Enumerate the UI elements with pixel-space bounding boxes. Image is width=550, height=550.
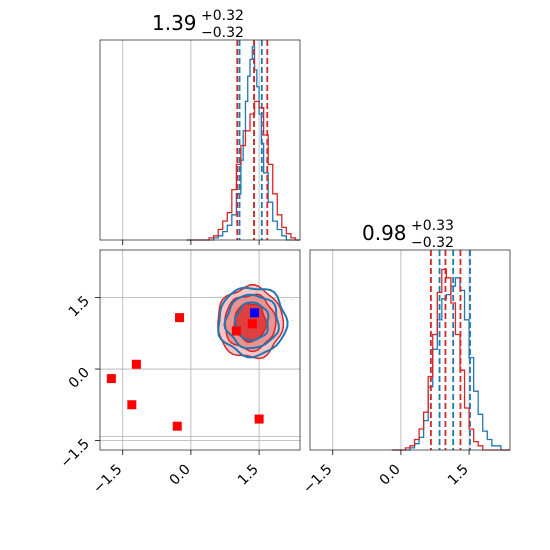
- title-param1-sup: +0.32: [201, 8, 244, 24]
- title-param1-sub: −0.32: [201, 25, 244, 41]
- title-param1: 1.39 +0.32 −0.32: [152, 8, 244, 41]
- panel-joint: −1.5 0.0 1.5 −1.5 0.0 1.5: [57, 249, 301, 497]
- panel-frame: [99, 249, 301, 451]
- y-tick-label: 1.5: [66, 293, 93, 320]
- histogram-series-1: [186, 46, 300, 241]
- red-marker: [175, 313, 185, 323]
- red-marker: [127, 400, 137, 410]
- red-marker: [231, 326, 241, 336]
- contour-blue-level-3: [233, 301, 270, 342]
- x-tick-label: −1.5: [90, 462, 125, 497]
- title-param2-sup: +0.33: [411, 218, 454, 234]
- histogram-series-2: [186, 100, 300, 241]
- x-tick-label: 1.5: [235, 462, 262, 489]
- contour-blue-level-2: [223, 293, 280, 350]
- sample-dot: [291, 319, 293, 322]
- y-tick-label: −1.5: [57, 436, 92, 471]
- title-param1-value: 1.39: [152, 11, 197, 35]
- panel-hist-param2: −1.5 0.0 1.5: [300, 249, 511, 497]
- y-tick-label: 0.0: [66, 365, 93, 392]
- true-value-marker: [250, 308, 260, 318]
- x-tick-label: 0.0: [377, 462, 404, 489]
- histogram-series-2: [391, 268, 510, 451]
- sample-dot: [291, 298, 293, 301]
- panel-frame: [99, 39, 301, 241]
- x-tick-label: 1.5: [445, 462, 472, 489]
- sample-dot: [284, 299, 286, 302]
- x-tick-label: −1.5: [300, 462, 335, 497]
- title-param2-value: 0.98: [362, 221, 407, 245]
- red-marker: [172, 421, 182, 431]
- title-param2: 0.98 +0.33 −0.32: [362, 218, 454, 251]
- contour-blue-level-1: [217, 286, 289, 359]
- x-tick-label: 0.0: [167, 462, 194, 489]
- title-param2-sub: −0.32: [411, 235, 454, 251]
- panel-frame: [309, 249, 511, 451]
- red-marker: [254, 414, 264, 424]
- red-marker: [247, 319, 257, 329]
- red-marker: [106, 374, 116, 384]
- panel-hist-param1: [99, 39, 301, 245]
- red-marker: [131, 359, 141, 369]
